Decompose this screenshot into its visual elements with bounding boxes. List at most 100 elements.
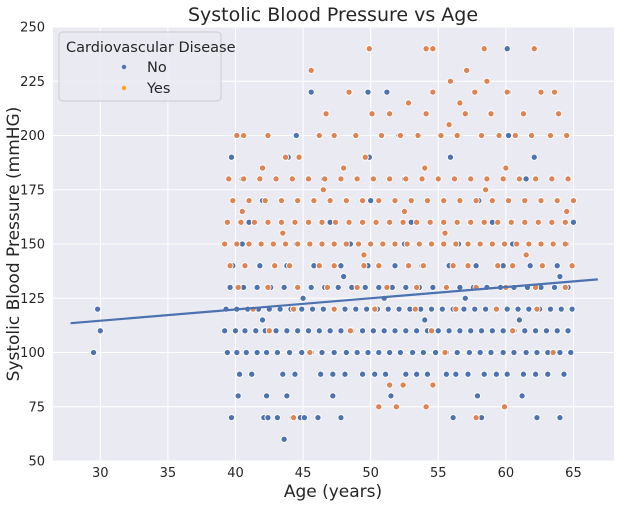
x-tick-label: 50 — [362, 466, 379, 481]
scatter-point-no — [283, 392, 291, 400]
scatter-point-yes — [440, 218, 448, 226]
legend-title: Cardiovascular Disease — [66, 40, 236, 56]
scatter-point-yes — [464, 262, 472, 270]
scatter-point-yes — [407, 197, 415, 205]
scatter-point-yes — [427, 327, 436, 335]
scatter-point-yes — [281, 240, 290, 248]
scatter-point-yes — [441, 229, 449, 237]
scatter-point-yes — [272, 175, 280, 183]
scatter-point-yes — [480, 218, 488, 226]
scatter-point-no — [298, 305, 306, 313]
scatter-point-yes — [226, 262, 234, 270]
scatter-point-no — [94, 305, 102, 313]
y-tick-label: 100 — [20, 346, 45, 361]
scatter-point-no — [533, 414, 541, 422]
scatter-point-yes — [538, 262, 546, 270]
scatter-point-yes — [352, 131, 360, 140]
scatter-point-yes — [264, 218, 272, 226]
scatter-point-no — [367, 197, 375, 205]
scatter-point-yes — [483, 77, 491, 85]
scatter-point-yes — [306, 348, 314, 357]
scatter-point-yes — [315, 262, 323, 270]
scatter-point-no — [505, 131, 513, 140]
scatter-point-no — [472, 262, 480, 270]
scatter-point-yes — [480, 45, 488, 53]
x-axis-label: Age (years) — [284, 482, 382, 502]
legend-marker-yes — [121, 85, 127, 91]
scatter-point-yes — [411, 305, 419, 313]
scatter-point-yes — [375, 403, 383, 411]
scatter-point-yes — [505, 197, 513, 205]
scatter-point-yes — [472, 414, 480, 422]
scatter-point-yes — [452, 240, 460, 248]
scatter-point-yes — [561, 240, 569, 248]
scatter-point-yes — [426, 218, 434, 226]
scatter-point-yes — [365, 45, 373, 53]
scatter-point-no — [375, 283, 383, 291]
scatter-point-no — [492, 370, 500, 378]
scatter-point-yes — [442, 283, 450, 291]
scatter-point-yes — [386, 175, 394, 183]
scatter-point-yes — [245, 240, 253, 248]
scatter-point-yes — [452, 305, 460, 313]
scatter-point-no — [557, 305, 565, 313]
scatter-point-no — [522, 348, 530, 357]
scatter-point-yes — [467, 218, 475, 226]
scatter-point-yes — [467, 175, 475, 183]
scatter-point-yes — [304, 175, 313, 183]
scatter-point-yes — [419, 262, 427, 270]
scatter-point-yes — [240, 175, 248, 183]
x-tick-label: 60 — [498, 466, 515, 481]
scatter-point-no — [314, 414, 322, 422]
scatter-point-no — [445, 327, 453, 335]
scatter-point-yes — [494, 218, 502, 226]
scatter-point-yes — [521, 218, 529, 226]
scatter-point-no — [569, 218, 577, 226]
x-tick-label: 40 — [227, 466, 244, 481]
scatter-point-yes — [337, 175, 345, 183]
scatter-point-yes — [446, 77, 454, 85]
scatter-point-no — [326, 327, 334, 335]
scatter-point-no — [307, 283, 315, 291]
scatter-point-no — [452, 370, 460, 378]
scatter-point-yes — [569, 197, 577, 205]
scatter-point-no — [560, 370, 568, 378]
y-tick-label: 225 — [20, 75, 45, 90]
scatter-point-yes — [423, 197, 432, 205]
scatter-point-yes — [549, 348, 557, 357]
regression-line — [70, 278, 598, 325]
y-tick-label: 50 — [28, 455, 45, 470]
scatter-point-no — [371, 370, 379, 378]
scatter-point-no — [298, 348, 306, 357]
scatter-point-no — [521, 327, 529, 335]
scatter-point-no — [514, 305, 522, 313]
scatter-point-no — [329, 392, 337, 400]
scatter-point-no — [510, 348, 518, 357]
scatter-point-yes — [361, 153, 369, 161]
scatter-point-yes — [525, 240, 533, 248]
scatter-point-yes — [304, 218, 313, 226]
scatter-point-yes — [429, 45, 437, 53]
scatter-point-no — [460, 305, 468, 313]
scatter-point-no — [342, 348, 350, 357]
scatter-point-yes — [500, 240, 509, 248]
scatter-point-no — [544, 370, 552, 378]
scatter-point-no — [556, 272, 564, 281]
scatter-point-yes — [476, 240, 484, 248]
scatter-point-yes — [445, 121, 453, 129]
scatter-point-no — [226, 283, 234, 291]
scatter-point-yes — [330, 262, 338, 270]
series-no-points — [90, 45, 577, 443]
scatter-point-yes — [290, 414, 298, 422]
scatter-point-yes — [369, 175, 377, 183]
scatter-point-yes — [546, 131, 555, 140]
scatter-point-no — [464, 370, 472, 378]
scatter-point-no — [272, 327, 280, 335]
scatter-point-yes — [537, 240, 545, 248]
scatter-point-yes — [375, 197, 383, 205]
scatter-point-yes — [527, 131, 536, 140]
scatter-point-yes — [488, 240, 496, 248]
scatter-point-yes — [269, 240, 277, 248]
scatter-point-yes — [561, 218, 569, 226]
scatter-point-yes — [359, 218, 367, 226]
